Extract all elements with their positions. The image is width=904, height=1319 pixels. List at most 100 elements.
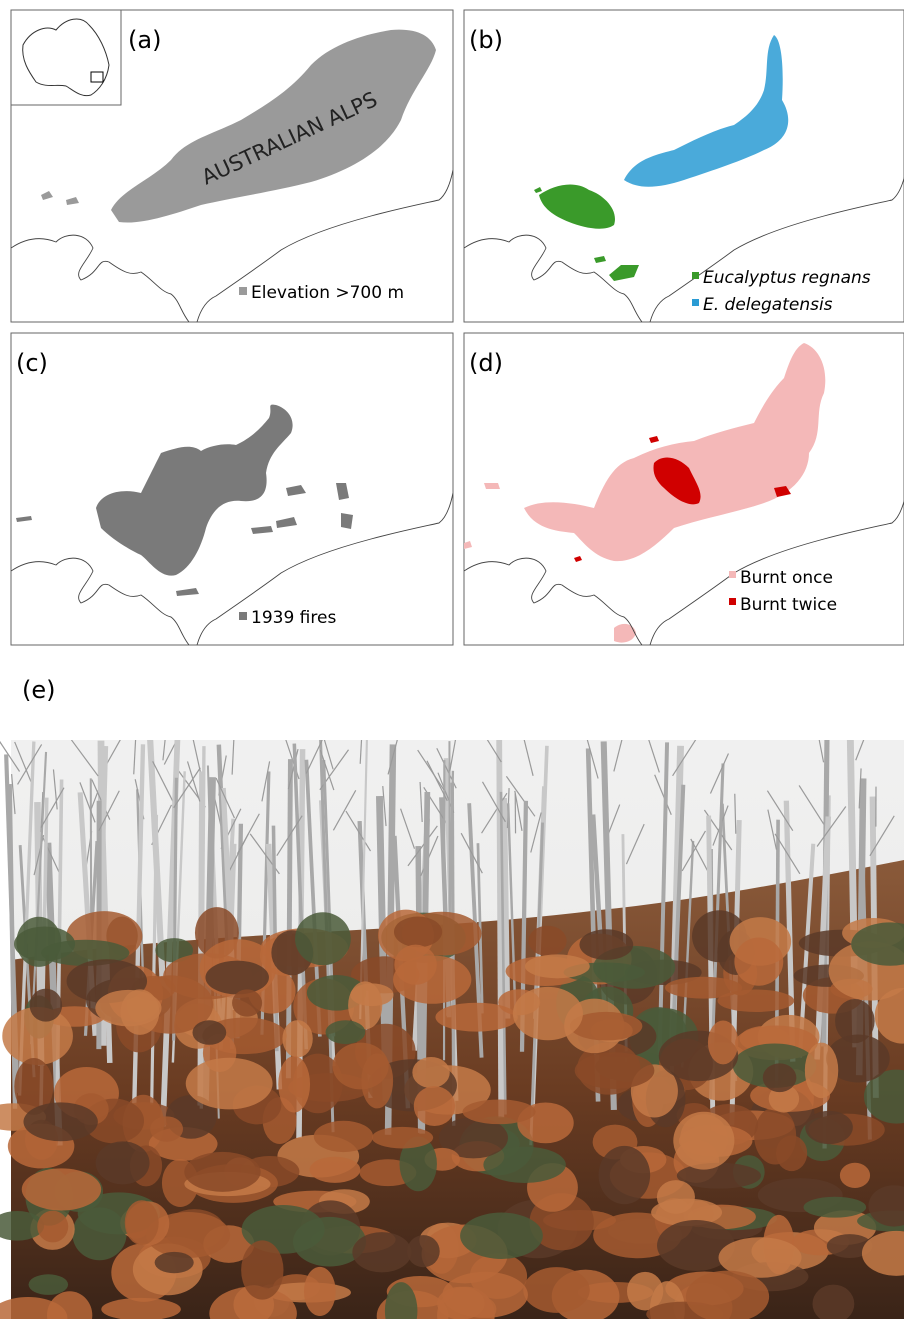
shrub (313, 1120, 374, 1153)
shrub (579, 929, 634, 960)
shrub (28, 1274, 69, 1295)
legend-swatch (239, 287, 247, 295)
panel-label: (c) (16, 349, 48, 377)
shrub (21, 1168, 102, 1211)
tree-branch (305, 733, 326, 774)
shrub (23, 1102, 98, 1142)
tree-branch (400, 808, 416, 849)
tree-branch (173, 767, 201, 809)
burnt-twice-region (574, 436, 791, 562)
tree-branch (417, 749, 445, 791)
shrub (14, 1058, 54, 1115)
shrub (826, 1234, 873, 1258)
shrub (37, 1210, 69, 1243)
tree-branch (98, 790, 120, 832)
tree-branch (734, 793, 737, 834)
tree-branch (133, 734, 137, 775)
shrub (394, 944, 437, 985)
shrub (569, 1011, 643, 1041)
shrub (851, 922, 904, 966)
legend-text: E. delegatensis (703, 295, 833, 315)
panel-b: (b) Eucalyptus regnans E. delegatensis (463, 9, 904, 323)
shrub (483, 1146, 566, 1183)
shrub (0, 1211, 45, 1241)
shrub (574, 1052, 655, 1089)
shrub (435, 1002, 518, 1032)
shrub (309, 1156, 361, 1183)
shrub (874, 988, 904, 1044)
tree-branch (276, 815, 303, 856)
regnans-region (534, 184, 639, 281)
tree-branch (91, 779, 111, 820)
inset (10, 9, 122, 106)
shrub (717, 989, 795, 1013)
tree-branch (672, 735, 699, 777)
tree-branch (460, 832, 483, 874)
shrub (205, 960, 269, 995)
legend-swatch (239, 612, 247, 620)
shrub (232, 989, 263, 1017)
tree-branch (345, 810, 372, 852)
tree-trunk (496, 731, 505, 1118)
shrub (192, 1020, 227, 1045)
legend-swatch (729, 598, 736, 605)
legend-text: 1939 fires (251, 608, 336, 628)
tree-trunk (506, 803, 517, 1018)
legend-text: Elevation >700 m (251, 283, 404, 303)
tree-branch (14, 741, 32, 783)
shrub (665, 976, 743, 999)
shrub (438, 1117, 508, 1159)
tree-branch (774, 833, 801, 875)
tree-branch (858, 768, 862, 809)
inset-box (90, 71, 104, 83)
panel-label: (e) (22, 676, 56, 704)
shrub (839, 1162, 871, 1188)
panel-label: (a) (128, 26, 161, 54)
shrub (775, 1135, 808, 1172)
shrub (293, 1216, 367, 1267)
tree-branch (79, 782, 96, 823)
shrub (868, 1185, 904, 1227)
tree-branch (319, 749, 335, 791)
shrub (29, 988, 63, 1022)
tree-branch (382, 785, 387, 827)
tree-branch (654, 774, 672, 815)
tree-branch (514, 790, 523, 831)
shrub (803, 1196, 867, 1218)
shrub (209, 1286, 297, 1319)
shrub (707, 1020, 739, 1065)
tree-branch (419, 781, 423, 823)
tree-branch (481, 781, 506, 823)
shrub (676, 1162, 762, 1189)
tree-branch (798, 785, 826, 826)
shrub (393, 916, 443, 948)
shrub (412, 1056, 450, 1089)
australia-outline (22, 18, 110, 97)
legend-text: Burnt twice (740, 595, 837, 615)
tree-branch (767, 809, 778, 850)
shrub (523, 1267, 590, 1313)
shrub (835, 999, 875, 1044)
panel-label: (d) (469, 349, 503, 377)
shrub (437, 1286, 485, 1319)
shrub (826, 1034, 890, 1083)
shrub (303, 1266, 336, 1317)
photo (0, 660, 904, 1319)
shrub (685, 1270, 770, 1319)
shrub (325, 1020, 366, 1045)
shrub (282, 1020, 313, 1058)
shrub (524, 954, 590, 979)
shrub (101, 1297, 181, 1319)
tree-branch (709, 753, 730, 794)
alps-region (111, 29, 436, 223)
tree-branch (40, 832, 60, 873)
burnt-once-region (464, 343, 826, 643)
tree-branch (332, 789, 357, 831)
tree-branch (215, 777, 235, 819)
panel-c: (c) 1939 fires (10, 332, 454, 646)
delegatensis-region (624, 35, 789, 187)
tree-branch (152, 761, 174, 802)
shrub (812, 1284, 855, 1319)
legend-text: Eucalyptus regnans (703, 268, 871, 288)
